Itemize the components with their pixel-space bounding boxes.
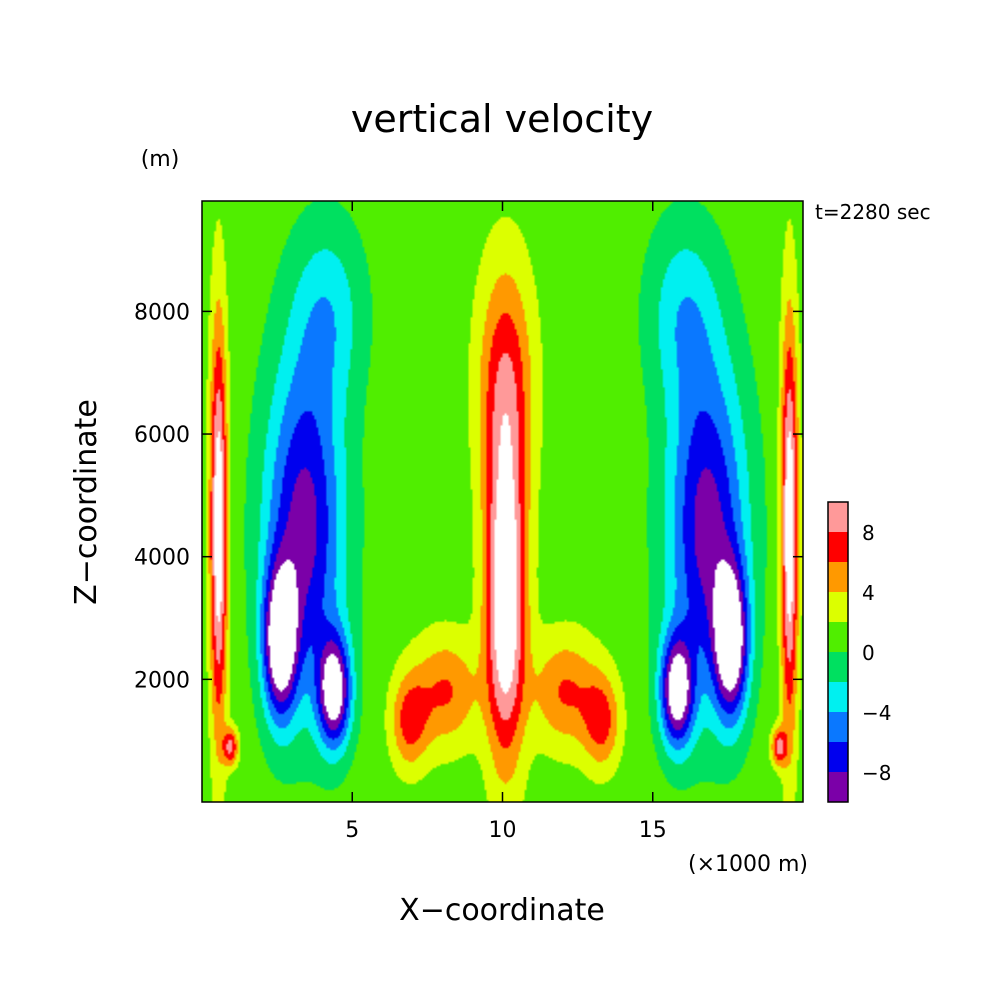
- x-axis-ticks: 5 10 15: [345, 201, 667, 843]
- y-tick-label: 2000: [134, 668, 190, 693]
- colorbar-swatch: [828, 502, 848, 532]
- colorbar-swatch: [828, 652, 848, 682]
- x-tick-label: 10: [489, 818, 517, 843]
- colorbar-tick-label: 0: [862, 641, 875, 665]
- colorbar: 8 4 0 −4 −8: [827, 501, 891, 803]
- contour-plot-area: [202, 201, 803, 802]
- x-tick-label: 5: [345, 818, 359, 843]
- colorbar-tick-label: 4: [862, 581, 875, 605]
- y-tick-label: 8000: [134, 300, 190, 325]
- colorbar-tick-label: −4: [862, 701, 891, 725]
- colorbar-swatch: [828, 562, 848, 592]
- colorbar-swatch: [828, 682, 848, 712]
- y-axis-ticks: 2000 4000 6000 8000: [134, 300, 803, 693]
- colorbar-swatch: [828, 532, 848, 562]
- y-tick-label: 6000: [134, 423, 190, 448]
- y-tick-label: 4000: [134, 546, 190, 571]
- chart-title: vertical velocity: [351, 97, 653, 141]
- colorbar-tick-label: −8: [862, 761, 891, 785]
- colorbar-tick-label: 8: [862, 521, 875, 545]
- contour-field: [202, 201, 803, 802]
- colorbar-swatch: [828, 742, 848, 772]
- colorbar-swatch: [828, 772, 848, 802]
- x-unit-label: (×1000 m): [688, 852, 808, 877]
- y-unit-label: (m): [141, 147, 180, 172]
- colorbar-swatch: [828, 622, 848, 652]
- x-tick-label: 15: [639, 818, 667, 843]
- colorbar-frame: [827, 501, 849, 803]
- time-label: t=2280 sec: [815, 200, 931, 224]
- colorbar-swatch: [828, 712, 848, 742]
- x-axis-label: X−coordinate: [399, 893, 605, 928]
- y-axis-label: Z−coordinate: [69, 399, 104, 605]
- colorbar-swatch: [828, 592, 848, 622]
